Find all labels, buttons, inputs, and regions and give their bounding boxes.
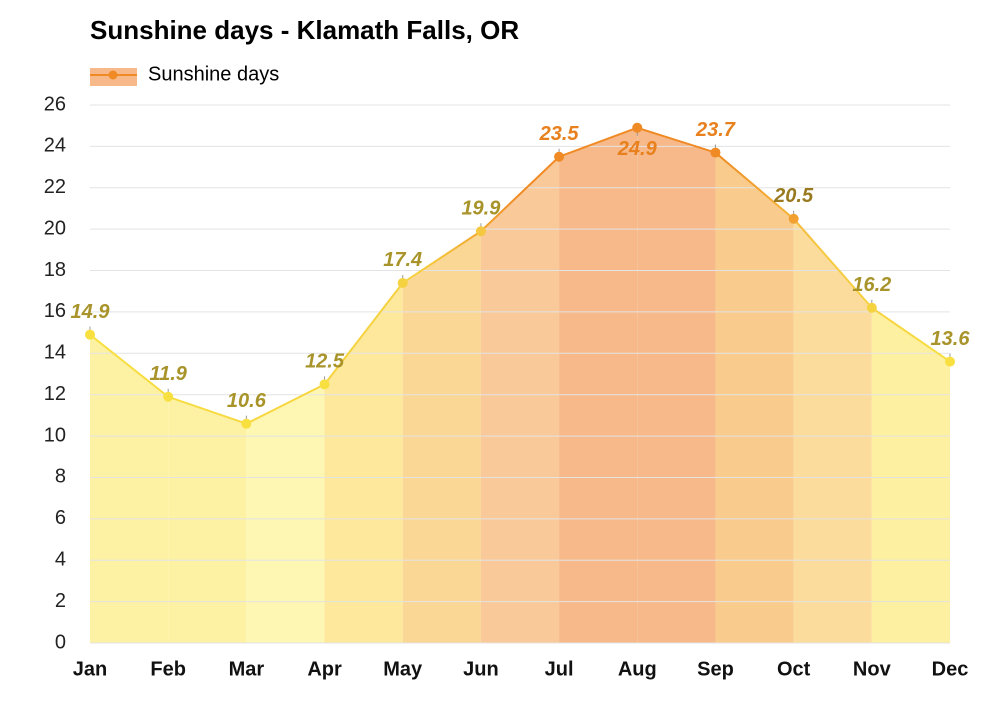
data-label: 24.9: [617, 138, 658, 160]
data-label: 12.5: [305, 351, 345, 373]
data-label: 23.5: [539, 123, 580, 145]
legend-label: Sunshine days: [148, 63, 279, 85]
y-tick-label: 6: [55, 507, 66, 529]
point: [319, 379, 330, 390]
x-tick-label: Mar: [229, 658, 265, 680]
area-segment: [637, 127, 716, 643]
area-segment: [480, 156, 560, 643]
point: [85, 329, 95, 340]
data-label: 23.7: [695, 119, 736, 141]
y-tick-label: 24: [44, 135, 66, 157]
area-segment: [715, 152, 794, 644]
x-tick-label: Nov: [853, 658, 892, 680]
data-label: 20.5: [773, 185, 814, 207]
data-label: 11.9: [149, 363, 187, 385]
x-tick-label: Jul: [545, 658, 574, 680]
legend-dot: [108, 70, 118, 80]
x-tick-label: May: [383, 658, 423, 680]
y-tick-label: 10: [44, 424, 66, 446]
y-tick-label: 12: [44, 383, 66, 405]
area-segment: [246, 384, 325, 643]
x-tick-label: Feb: [150, 658, 186, 680]
line: [89, 126, 951, 425]
point: [241, 418, 252, 429]
point: [397, 277, 408, 288]
x-tick-label: Jan: [73, 658, 107, 680]
x-tick-label: Aug: [618, 658, 657, 680]
y-tick-label: 4: [55, 549, 66, 571]
chart-title: Sunshine days - Klamath Falls, OR: [90, 15, 519, 45]
y-tick-label: 14: [44, 342, 66, 364]
point: [710, 147, 721, 158]
y-tick-label: 20: [44, 217, 66, 239]
x-tick-label: Dec: [932, 658, 969, 680]
data-label: 10.6: [227, 390, 267, 412]
y-tick-label: 2: [55, 590, 66, 612]
point: [945, 356, 955, 367]
y-tick-label: 16: [44, 300, 66, 322]
point: [632, 122, 643, 133]
data-label: 16.2: [852, 274, 891, 296]
point: [788, 213, 799, 224]
x-tick-label: Apr: [307, 658, 342, 680]
x-tick-label: Jun: [463, 658, 499, 680]
data-label: 14.9: [71, 301, 111, 323]
y-tick-label: 0: [55, 631, 66, 653]
point: [475, 226, 486, 237]
point: [866, 302, 877, 313]
x-tick-label: Sep: [697, 658, 734, 680]
area-segment: [559, 127, 638, 643]
point: [163, 391, 174, 402]
y-tick-label: 18: [44, 259, 66, 281]
data-label: 13.6: [931, 328, 971, 350]
area-segment: [793, 218, 872, 644]
area-segment: [90, 334, 169, 643]
y-tick-label: 8: [55, 466, 66, 488]
y-tick-label: 26: [44, 93, 66, 115]
data-label: 19.9: [461, 198, 501, 220]
y-tick-label: 22: [44, 176, 66, 198]
area-segment: [324, 282, 403, 643]
point: [554, 151, 565, 162]
x-tick-label: Oct: [777, 658, 811, 680]
area-segment: [168, 396, 247, 643]
area-segment: [871, 307, 950, 643]
data-label: 17.4: [383, 249, 422, 271]
area-segment: [402, 231, 481, 643]
